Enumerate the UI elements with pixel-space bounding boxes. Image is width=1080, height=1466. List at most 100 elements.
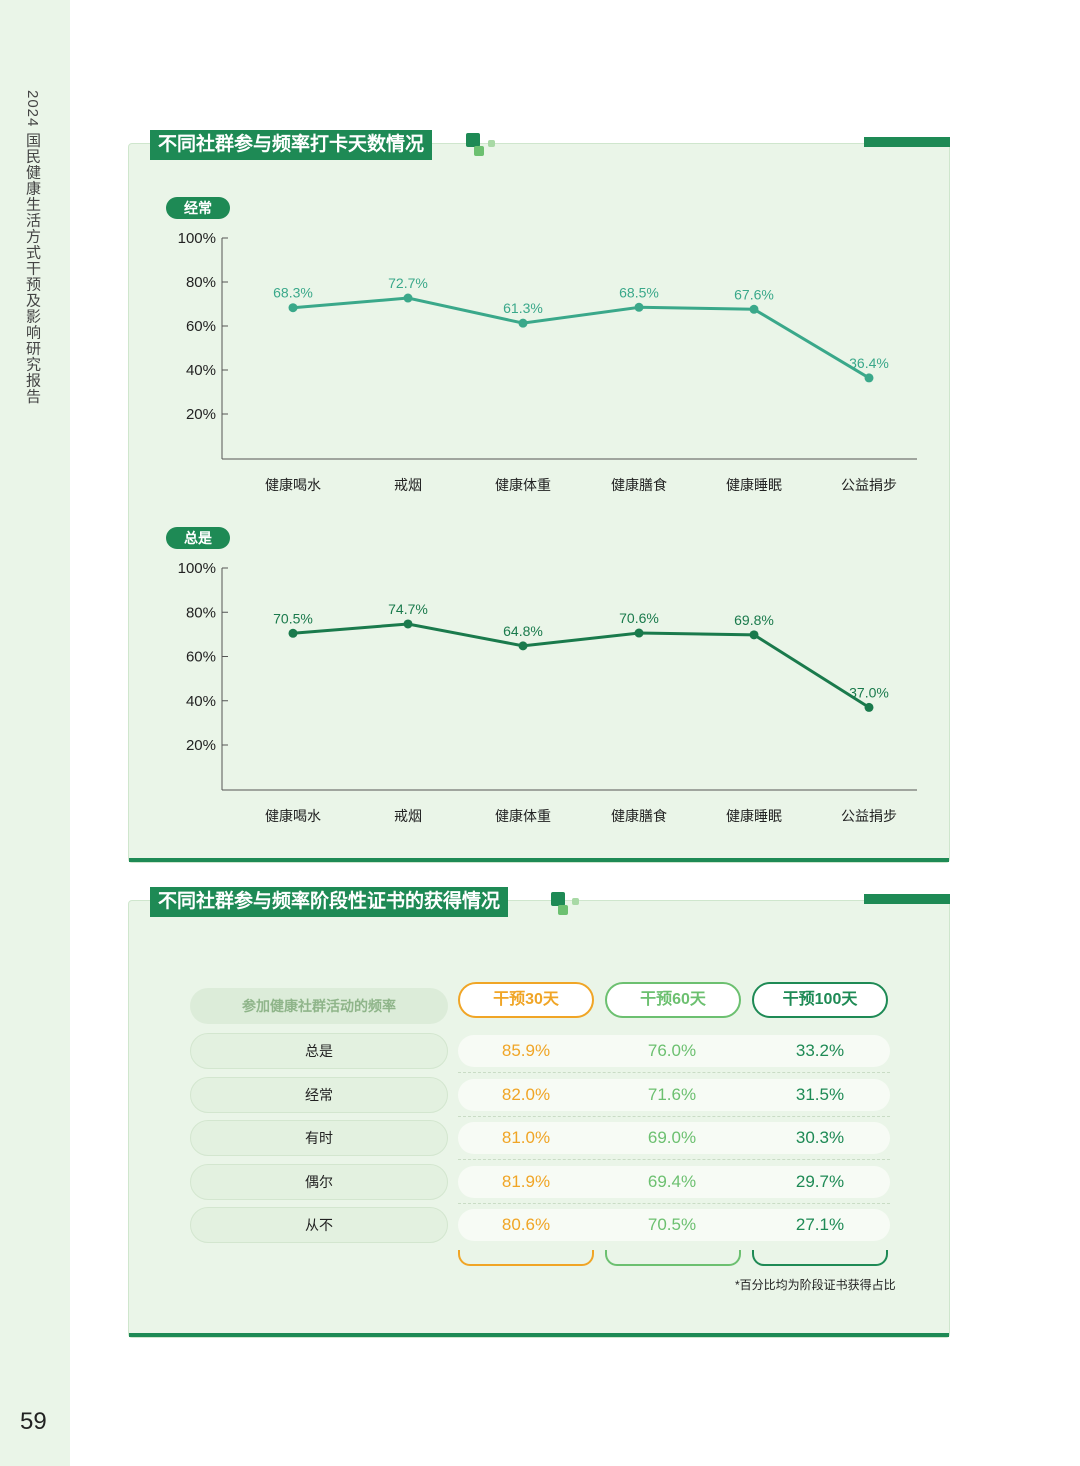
data-label: 64.8% [503, 623, 543, 639]
report-title: 2024 国民健康生活方式干预及影响研究报告 [24, 90, 41, 405]
panel-bottom-bar [129, 1333, 949, 1337]
chart-label-often: 经常 [166, 197, 230, 219]
row-label: 从不 [190, 1207, 448, 1243]
y-tick-label: 60% [186, 649, 216, 666]
category-label: 公益捐步 [841, 808, 897, 824]
table-cell: 81.0% [501, 1128, 551, 1147]
page-number: 59 [20, 1408, 47, 1435]
column-header-60: 干预60天 [605, 982, 741, 1018]
section-title-checkin: 不同社群参与频率打卡天数情况 [150, 130, 433, 160]
data-point [403, 293, 413, 303]
category-label: 健康喝水 [265, 477, 321, 493]
decor-square [558, 905, 568, 915]
row-label: 有时 [190, 1120, 448, 1156]
category-label: 健康睡眠 [726, 477, 782, 493]
data-point [403, 619, 413, 629]
data-label: 67.6% [734, 286, 774, 302]
table-cell: 81.9% [501, 1172, 551, 1191]
y-tick-label: 40% [186, 693, 216, 710]
decor-square [572, 898, 579, 905]
data-label: 74.7% [388, 601, 428, 617]
data-point [749, 304, 759, 314]
data-label: 61.3% [503, 300, 543, 316]
corner-accent [864, 894, 950, 904]
table-row: 82.0% 71.6% 31.5% [458, 1079, 890, 1111]
row-divider [458, 1116, 890, 1117]
row-label: 总是 [190, 1033, 448, 1069]
row-divider [458, 1203, 890, 1204]
column-header-30: 干预30天 [458, 982, 594, 1018]
column-bracket-100 [752, 1250, 888, 1266]
data-label: 72.7% [388, 275, 428, 291]
footnote: *百分比均为阶段证书获得占比 [735, 1278, 896, 1292]
y-tick-label: 100% [178, 560, 216, 577]
category-label: 健康膳食 [611, 808, 667, 824]
table-cell: 27.1% [795, 1215, 845, 1234]
y-tick-label: 60% [186, 318, 216, 335]
data-label: 36.4% [849, 355, 889, 371]
data-label: 69.8% [734, 612, 774, 628]
data-point [288, 303, 298, 313]
chart-label-always: 总是 [166, 527, 230, 549]
table-cell: 76.0% [647, 1041, 697, 1060]
y-tick-label: 20% [186, 406, 216, 423]
table-cell: 82.0% [501, 1085, 551, 1104]
data-point [749, 630, 759, 640]
data-label: 70.5% [273, 610, 313, 626]
y-tick-label: 80% [186, 604, 216, 621]
row-divider [458, 1159, 890, 1160]
data-point [518, 318, 528, 328]
column-header-100: 干预100天 [752, 982, 888, 1018]
table-cell: 71.6% [647, 1085, 697, 1104]
data-point [634, 302, 644, 312]
category-label: 健康喝水 [265, 808, 321, 824]
row-label: 偶尔 [190, 1164, 448, 1200]
category-label: 健康睡眠 [726, 808, 782, 824]
row-divider [458, 1072, 890, 1073]
table-cell: 85.9% [501, 1041, 551, 1060]
row-header: 参加健康社群活动的频率 [190, 988, 448, 1024]
category-label: 健康体重 [495, 477, 551, 493]
decor-square [551, 892, 565, 906]
section-title-certificate: 不同社群参与频率阶段性证书的获得情况 [150, 887, 509, 917]
data-point [864, 702, 874, 712]
panel-bottom-bar [129, 858, 949, 862]
data-label: 68.5% [619, 284, 659, 300]
table-row: 85.9% 76.0% 33.2% [458, 1035, 890, 1067]
table-cell: 29.7% [795, 1172, 845, 1191]
data-point [634, 628, 644, 638]
table-row: 80.6% 70.5% 27.1% [458, 1209, 890, 1241]
table-cell: 33.2% [795, 1041, 845, 1060]
table-row: 81.9% 69.4% 29.7% [458, 1166, 890, 1198]
table-cell: 30.3% [795, 1128, 845, 1147]
data-point [864, 373, 874, 383]
category-label: 健康膳食 [611, 477, 667, 493]
table-cell: 69.0% [647, 1128, 697, 1147]
y-tick-label: 80% [186, 274, 216, 291]
y-tick-label: 20% [186, 737, 216, 754]
table-cell: 80.6% [501, 1215, 551, 1234]
decor-square [474, 146, 484, 156]
checkin-panel [128, 137, 950, 863]
data-label: 70.6% [619, 610, 659, 626]
category-label: 公益捐步 [841, 477, 897, 493]
line-charts: 100% 80% 60% 40% 20% 68.3% 健康喝水 72.7% 戒烟 61.3% 健康体… [178, 230, 917, 824]
data-point [518, 641, 528, 651]
row-label: 经常 [190, 1077, 448, 1113]
data-label: 37.0% [849, 684, 889, 700]
series-line [292, 296, 870, 380]
table-cell: 31.5% [795, 1085, 845, 1104]
data-label: 68.3% [273, 285, 313, 301]
series-line [292, 622, 870, 709]
y-tick-label: 40% [186, 362, 216, 379]
category-label: 戒烟 [394, 477, 422, 493]
side-strip [0, 0, 70, 1466]
category-label: 戒烟 [394, 808, 422, 824]
y-tick-label: 100% [178, 230, 216, 247]
column-bracket-60 [605, 1250, 741, 1266]
column-bracket-30 [458, 1250, 594, 1266]
category-label: 健康体重 [495, 808, 551, 824]
table-row: 81.0% 69.0% 30.3% [458, 1122, 890, 1154]
corner-accent [864, 137, 950, 147]
table-cell: 69.4% [647, 1172, 697, 1191]
